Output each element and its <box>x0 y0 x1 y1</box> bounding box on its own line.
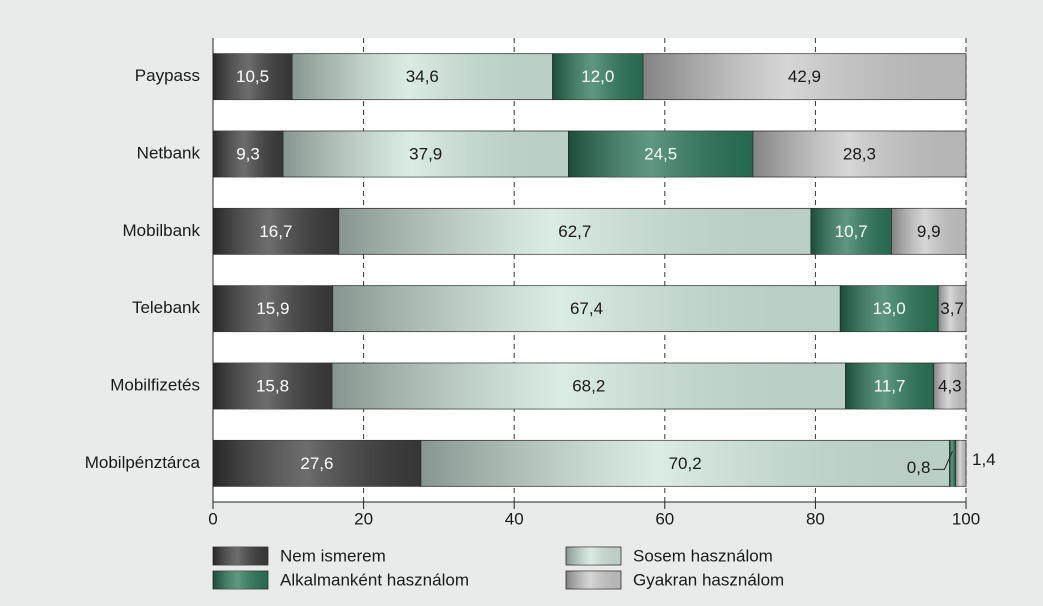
data-label: 10,5 <box>236 67 269 86</box>
x-tick-label: 100 <box>952 509 980 528</box>
data-label: 15,9 <box>256 299 289 318</box>
bar-shade <box>331 363 846 409</box>
bar-shade <box>213 363 332 409</box>
bar-shade <box>213 285 333 332</box>
bar-shade <box>840 285 939 332</box>
data-label: 28,3 <box>843 144 876 163</box>
bar-shade <box>213 131 284 177</box>
bar-shade <box>845 363 934 409</box>
bar-shade <box>332 285 841 332</box>
bar-shade <box>213 208 339 255</box>
data-label: 10,7 <box>835 222 868 241</box>
data-label: 1,4 <box>972 450 996 469</box>
data-label: 3,7 <box>940 299 964 318</box>
bar-shade <box>552 53 643 100</box>
data-label: 34,6 <box>406 67 439 86</box>
data-label: 24,5 <box>644 144 677 163</box>
data-label: 15,8 <box>256 376 289 395</box>
plot-area <box>213 38 966 502</box>
bar-shade <box>752 131 966 177</box>
legend-swatch-shade <box>566 571 621 589</box>
y-tick-label: Mobilpénztárca <box>85 453 201 472</box>
data-label: 0,8 <box>907 458 931 477</box>
bar-shade <box>810 208 892 255</box>
y-tick-label: Telebank <box>132 298 201 317</box>
legend-swatch-shade <box>566 547 621 565</box>
bar-shade <box>568 131 753 177</box>
bar-shade <box>642 53 966 100</box>
x-tick-label: 60 <box>655 509 674 528</box>
legend-swatch-shade <box>213 547 268 565</box>
legend-label: Sosem használom <box>633 546 773 565</box>
y-tick-label: Netbank <box>137 143 201 162</box>
bar-shade <box>283 131 569 177</box>
data-label: 16,7 <box>259 222 292 241</box>
bar-shade <box>338 208 811 255</box>
x-tick-label: 0 <box>208 509 217 528</box>
legend-label: Nem ismerem <box>280 546 386 565</box>
data-label: 27,6 <box>300 454 333 473</box>
y-tick-label: Mobilfizetés <box>110 375 200 394</box>
legend-label: Gyakran használom <box>633 570 784 589</box>
bar-shade <box>213 440 421 487</box>
data-label: 9,9 <box>917 222 941 241</box>
y-tick-label: Paypass <box>135 66 200 85</box>
bar-shade <box>955 440 966 487</box>
x-tick-label: 20 <box>354 509 373 528</box>
data-label: 12,0 <box>581 67 614 86</box>
data-label: 37,9 <box>409 144 442 163</box>
data-label: 11,7 <box>874 376 906 395</box>
data-label: 68,2 <box>572 376 605 395</box>
data-label: 67,4 <box>570 299 603 318</box>
data-label: 4,3 <box>938 376 962 395</box>
bar-shade <box>933 363 966 409</box>
bar-shade <box>891 208 966 255</box>
leader-line <box>932 451 953 470</box>
bar-shade <box>420 440 950 487</box>
bar-shade <box>213 53 293 100</box>
data-label: 13,0 <box>873 299 906 318</box>
bar-shade <box>949 440 956 487</box>
legend-swatch-shade <box>213 571 268 589</box>
data-label: 9,3 <box>236 144 260 163</box>
y-tick-label: Mobilbank <box>123 221 201 240</box>
data-label: 42,9 <box>788 67 821 86</box>
legend-label: Alkalmanként használom <box>280 570 469 589</box>
x-tick-label: 80 <box>806 509 825 528</box>
x-tick-label: 40 <box>505 509 524 528</box>
bar-shade <box>938 285 966 332</box>
data-label: 70,2 <box>669 454 702 473</box>
bar-shade <box>292 53 553 100</box>
data-label: 62,7 <box>558 222 591 241</box>
